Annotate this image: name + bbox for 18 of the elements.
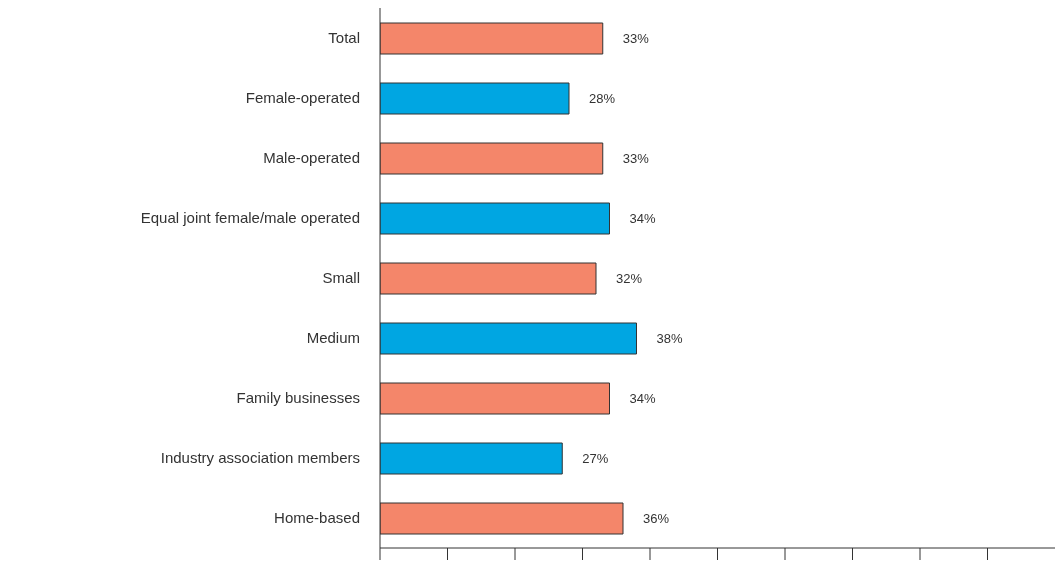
data-label: 33% (622, 151, 650, 167)
y-tick-label: Male-operated (263, 149, 360, 167)
data-label: 38% (656, 331, 683, 347)
data-label: 32% (616, 271, 643, 287)
data-label: 28% (589, 91, 616, 107)
y-tick-label: Home-based (274, 509, 360, 527)
y-tick-label: Female-operated (245, 89, 360, 107)
y-tick-label: Industry association members (160, 449, 360, 467)
y-tick-label: Equal joint female/male operated (140, 209, 360, 227)
data-label: 34% (629, 391, 656, 407)
data-label: 34% (629, 211, 656, 227)
y-tick-label: Family businesses (236, 389, 360, 407)
y-tick-label: Medium (306, 329, 360, 347)
data-label: 33% (622, 31, 650, 47)
data-label: 27% (582, 451, 609, 467)
y-tick-label: Total (328, 29, 360, 47)
y-tick-label: Small (322, 269, 360, 287)
data-label: 36% (643, 511, 670, 527)
